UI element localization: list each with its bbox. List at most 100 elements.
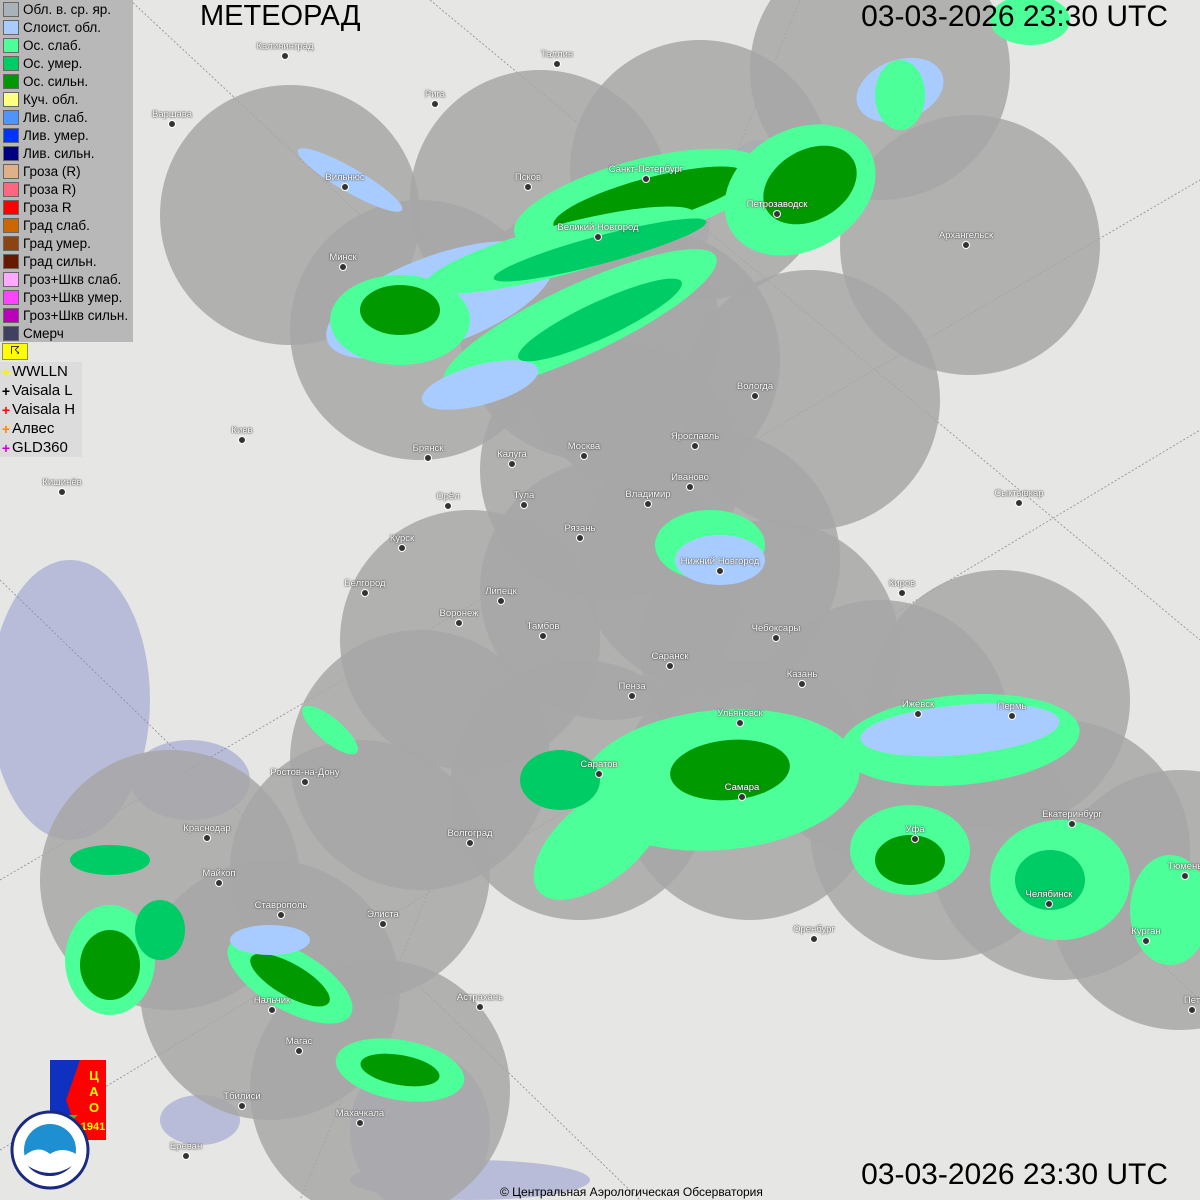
roshydromet-logo xyxy=(10,1110,90,1190)
legend-label: Ос. сильн. xyxy=(23,73,89,89)
city-marker-icon xyxy=(1068,820,1076,828)
city-marker-icon xyxy=(914,710,922,718)
city-label: Элиста xyxy=(367,909,399,920)
legend-swatch xyxy=(3,145,19,161)
legend-label: Ос. умер. xyxy=(23,55,83,71)
timestamp-top: 03-03-2026 23:30 UTC xyxy=(861,0,1168,33)
legend-item: Лив. умер. xyxy=(0,126,133,144)
legend-item: Гроза R xyxy=(0,198,133,216)
legend-label: Гроза R xyxy=(23,199,72,215)
lightning-source-label: WWLLN xyxy=(12,363,68,380)
legend-swatch xyxy=(3,163,19,179)
city-label: Липецк xyxy=(485,586,517,597)
city-marker-icon xyxy=(168,120,176,128)
city-label: Орёл xyxy=(436,491,460,502)
city-label: Владимир xyxy=(625,489,671,500)
city-label: Тула xyxy=(513,490,535,501)
city-label: Рязань xyxy=(564,523,596,534)
city-marker-icon xyxy=(716,567,724,575)
city-marker-icon xyxy=(466,839,474,847)
city-marker-icon xyxy=(524,183,532,191)
precipitation-area xyxy=(80,930,140,1000)
precipitation-area xyxy=(520,750,600,810)
lightning-source-toggle[interactable]: + Vaisala L xyxy=(0,381,82,400)
lightning-source-label: Алвес xyxy=(12,420,55,437)
legend-item: Слоист. обл. xyxy=(0,18,133,36)
legend-label: Гроза (R) xyxy=(23,163,81,179)
city-marker-icon xyxy=(295,1047,303,1055)
city-label: Рига xyxy=(424,89,446,100)
city-label: Ростов-на-Дону xyxy=(270,767,340,778)
city-marker-icon xyxy=(444,502,452,510)
legend-swatch xyxy=(3,127,19,143)
city-label: Белгород xyxy=(344,578,386,589)
legend-label: Гроз+Шкв сильн. xyxy=(23,307,129,323)
legend-item: Смерч xyxy=(0,324,133,342)
svg-text:А: А xyxy=(89,1084,99,1099)
precipitation-area xyxy=(990,0,1070,45)
lightning-cross-icon: + xyxy=(1,363,11,380)
city-marker-icon xyxy=(58,488,66,496)
city-marker-icon xyxy=(1015,499,1023,507)
legend-swatch xyxy=(3,289,19,305)
svg-text:О: О xyxy=(89,1100,99,1115)
city-label: Санкт-Петербург xyxy=(608,164,684,175)
city-label: Иваново xyxy=(671,472,709,483)
legend-item: Град сильн. xyxy=(0,252,133,270)
city-label: Таллин xyxy=(540,49,574,60)
legend-swatch xyxy=(3,109,19,125)
city-marker-icon xyxy=(644,500,652,508)
radar-range-circle xyxy=(680,270,940,530)
city-marker-icon xyxy=(341,183,349,191)
legend-swatch xyxy=(3,181,19,197)
legend-item: Обл. в. ср. яр. xyxy=(0,0,133,18)
city-label: Краснодар xyxy=(183,823,231,834)
city-marker-icon xyxy=(215,879,223,887)
legend-item: Ос. сильн. xyxy=(0,72,133,90)
legend-item: Ос. умер. xyxy=(0,54,133,72)
precipitation-area xyxy=(360,1053,440,1087)
city-marker-icon xyxy=(686,483,694,491)
city-marker-icon xyxy=(476,1003,484,1011)
legend-swatch xyxy=(3,199,19,215)
legend-label: Лив. слаб. xyxy=(23,109,88,125)
city-label: Чебоксары xyxy=(751,623,801,634)
legend-item: Ос. слаб. xyxy=(0,36,133,54)
lightning-source-toggle[interactable]: + Алвес xyxy=(0,419,82,438)
legend-item: Лив. сильн. xyxy=(0,144,133,162)
lightning-source-toggle[interactable]: + WWLLN xyxy=(0,362,82,381)
city-marker-icon xyxy=(642,175,650,183)
lightning-cross-icon: + xyxy=(1,439,11,456)
city-marker-icon xyxy=(497,597,505,605)
legend-swatch xyxy=(3,253,19,269)
city-label: Оренбург xyxy=(793,924,835,935)
city-marker-icon xyxy=(431,100,439,108)
city-label: Ереван xyxy=(169,1141,203,1152)
city-marker-icon xyxy=(666,662,674,670)
legend-swatch xyxy=(3,307,19,323)
legend-swatch xyxy=(3,55,19,71)
legend-label: Слоист. обл. xyxy=(23,19,102,35)
city-marker-icon xyxy=(751,392,759,400)
legend-label: Лив. умер. xyxy=(23,127,89,143)
lightning-cross-icon: + xyxy=(1,401,11,418)
city-marker-icon xyxy=(455,619,463,627)
legend-item: Гроз+Шкв умер. xyxy=(0,288,133,306)
city-label: Тбилиси xyxy=(223,1091,261,1102)
city-label: Архангельск xyxy=(938,230,994,241)
legend-item: Град слаб. xyxy=(0,216,133,234)
lightning-source-toggle[interactable]: + GLD360 xyxy=(0,438,82,457)
legend-label: Град умер. xyxy=(23,235,91,251)
city-marker-icon xyxy=(508,460,516,468)
lightning-source-toggle[interactable]: + Vaisala H xyxy=(0,400,82,419)
city-marker-icon xyxy=(576,534,584,542)
lightning-source-label: Vaisala H xyxy=(12,401,76,418)
city-marker-icon xyxy=(1181,872,1189,880)
city-label: Екатеринбург xyxy=(1042,809,1102,820)
copyright: © Центральная Аэрологическая Обсерватори… xyxy=(500,1185,763,1199)
precipitation-area xyxy=(533,780,667,900)
city-marker-icon xyxy=(773,210,781,218)
city-marker-icon xyxy=(911,835,919,843)
lightning-toggle-button[interactable]: ☈ xyxy=(2,343,28,360)
